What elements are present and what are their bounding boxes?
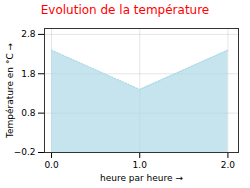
svg-text:heure par heure →: heure par heure → bbox=[100, 173, 183, 183]
svg-text:2.8: 2.8 bbox=[21, 29, 36, 39]
svg-text:1.8: 1.8 bbox=[21, 69, 36, 79]
svg-text:1.0: 1.0 bbox=[133, 160, 148, 170]
html-text:Evolution de la température: Evolution de la température bbox=[40, 3, 210, 17]
svg-text:2.0: 2.0 bbox=[221, 160, 236, 170]
svg-text:Température en °C →: Température en °C → bbox=[5, 42, 15, 139]
svg-text:−0.2: −0.2 bbox=[14, 147, 36, 157]
svg-text:0.0: 0.0 bbox=[44, 160, 59, 170]
svg-text:0.8: 0.8 bbox=[21, 108, 36, 118]
